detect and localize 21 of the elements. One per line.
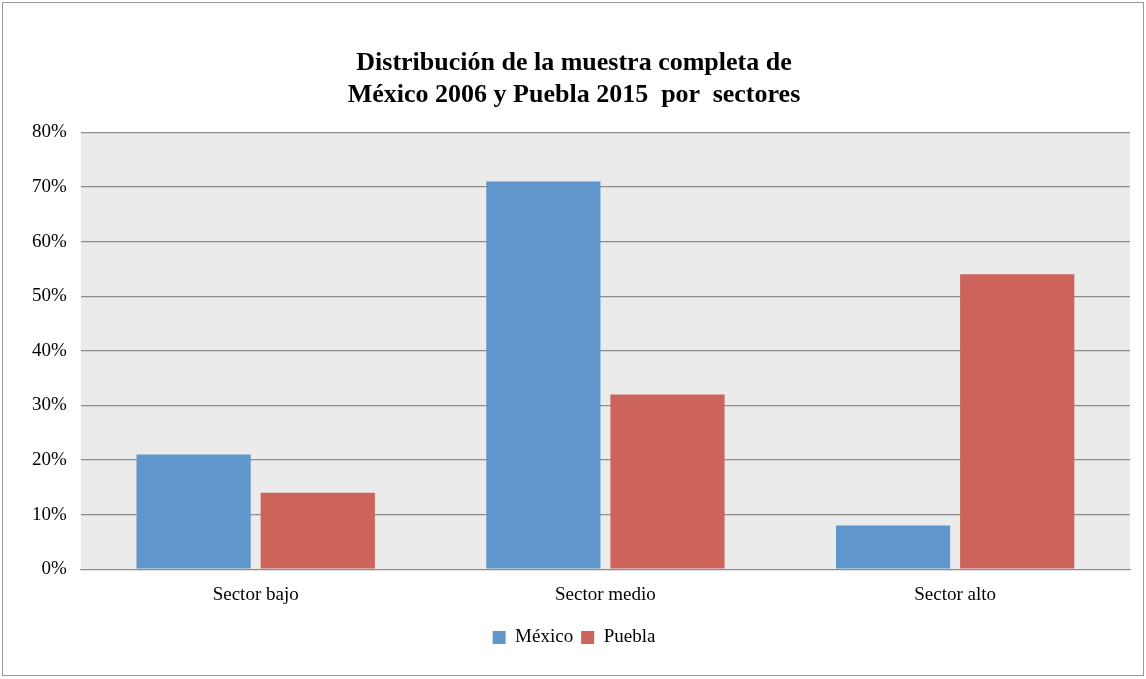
- x-tick-label: Sector bajo: [212, 582, 299, 604]
- bar: [835, 525, 951, 569]
- bar: [260, 492, 375, 569]
- y-tick-label: 20%: [32, 447, 67, 469]
- bar: [610, 394, 725, 569]
- y-tick-label: 10%: [32, 502, 67, 524]
- x-tick-label: Sector alto: [914, 582, 997, 604]
- x-tick-label: Sector medio: [555, 582, 656, 604]
- y-tick-label: 0%: [41, 557, 67, 579]
- y-tick-label: 80%: [32, 120, 67, 142]
- y-tick-label: 40%: [32, 338, 67, 360]
- y-tick-label: 30%: [32, 393, 67, 415]
- legend-label: Puebla: [603, 625, 656, 647]
- y-tick-label: 60%: [32, 229, 67, 251]
- y-tick-label: 70%: [32, 174, 67, 196]
- bar: [960, 274, 1075, 569]
- bar: [486, 181, 601, 569]
- chart-title: Distribución de la muestra completa de México 2006 y Puebla 2015 por sectores: [347, 47, 801, 108]
- legend-label: México: [515, 625, 574, 647]
- y-tick-label: 50%: [32, 284, 67, 306]
- bar: [136, 454, 251, 569]
